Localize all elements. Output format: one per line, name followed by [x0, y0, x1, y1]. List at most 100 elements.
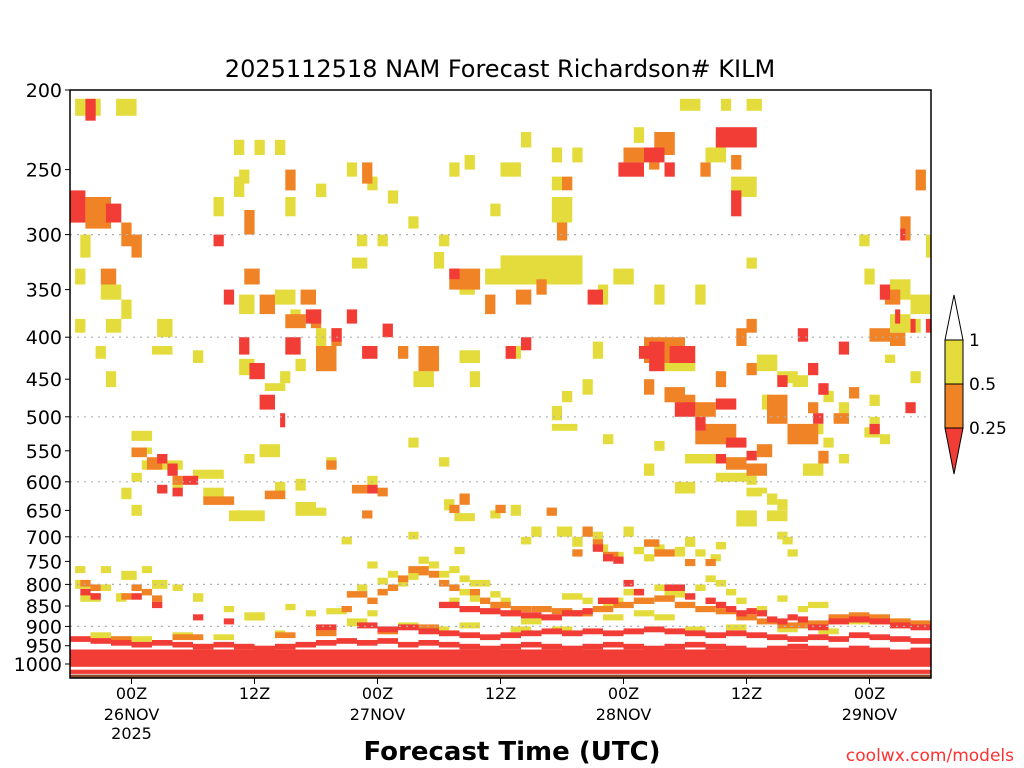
heatmap-cell-0-25-0-5 [485, 294, 496, 315]
heatmap-cell-0-25-0-5 [808, 620, 829, 627]
heatmap-cell-0-25 [480, 608, 501, 615]
heatmap-cell-0-5-1 [234, 176, 245, 197]
heatmap-cell-0-5-1 [777, 531, 788, 540]
heatmap-cell-0-25-0-5 [705, 559, 716, 567]
heatmap-cell-0-5-1 [674, 481, 696, 494]
heatmap-cell-0-5-1 [305, 610, 317, 617]
heatmap-cell-0-25 [316, 640, 337, 646]
heatmap-cell-0-5-1 [551, 176, 563, 191]
heatmap-cell-0-25-0-5 [131, 584, 142, 591]
heatmap-cell-0-25 [726, 606, 737, 613]
heatmap-cell-0-5-1 [172, 481, 183, 491]
heatmap-cell-0-5-1 [341, 536, 352, 545]
heatmap-cell-0-25 [500, 643, 521, 650]
heatmap-cell-0-25 [715, 601, 727, 609]
heatmap-cell-0-25 [280, 413, 286, 428]
heatmap-cell-0-5-1 [551, 405, 563, 421]
heatmap-cell-0-25-0-5 [131, 234, 142, 258]
heatmap-cell-0-25-0-5 [362, 510, 373, 519]
heatmap-cell-0-5-1 [254, 139, 265, 155]
heatmap-cell-0-5-1 [244, 612, 265, 621]
heatmap-cell-0-5-1 [746, 257, 757, 269]
heatmap-cell-0-5-1 [75, 268, 86, 285]
heatmap-cell-0-5-1 [603, 434, 614, 445]
heatmap-cell-0-25 [193, 614, 204, 621]
heatmap-cell-0-5-1 [387, 190, 399, 204]
heatmap-cell-0-25 [705, 597, 716, 604]
heatmap-cell-0-25 [331, 328, 342, 342]
heatmap-cell-0-25 [869, 423, 880, 435]
heatmap-cell-0-25 [70, 649, 931, 667]
heatmap-cell-0-25 [715, 454, 727, 464]
heatmap-cell-0-5-1 [439, 457, 450, 467]
heatmap-cell-0-25 [900, 228, 906, 241]
heatmap-cell-0-25-0-5 [275, 632, 296, 639]
heatmap-cell-0-25 [623, 643, 644, 650]
heatmap-cell-0-25-0-5 [736, 614, 757, 621]
heatmap-cell-0-5-1 [710, 554, 721, 562]
heatmap-cell-0-5-1 [275, 289, 296, 305]
y-tick-label-450: 450 [26, 369, 62, 391]
legend-swatch-above [944, 294, 964, 341]
heatmap-cell-0-25-0-5 [367, 597, 378, 604]
heatmap-cell-0-25 [295, 641, 316, 648]
heatmap-cell-0-25 [674, 402, 696, 417]
heatmap-cell-0-5-1 [551, 197, 573, 223]
heatmap-cell-0-5-1 [838, 454, 850, 464]
heatmap-cell-0-25 [623, 628, 644, 635]
heatmap-cell-0-25-0-5 [418, 624, 439, 631]
heatmap-cell-0-25 [715, 398, 737, 410]
heatmap-cell-0-25 [905, 402, 916, 414]
heatmap-cell-0-25 [731, 190, 742, 217]
heatmap-cell-0-25 [603, 641, 624, 648]
heatmap-cell-0-25 [582, 628, 603, 635]
heatmap-cell-0-5-1 [316, 328, 327, 346]
heatmap-cell-0-5-1 [633, 546, 645, 555]
heatmap-cell-0-25 [618, 162, 644, 177]
heatmap-cell-0-25 [787, 614, 798, 621]
heatmap-cell-0-5-1 [444, 499, 455, 511]
x-tick-date-6: 26NOV [104, 705, 160, 724]
heatmap-cell-0-5-1 [469, 579, 491, 587]
heatmap-cell-0-25-0-5 [326, 460, 337, 470]
y-tick-label-650: 650 [26, 500, 62, 522]
heatmap-cell-0-25 [669, 346, 696, 363]
heatmap-cell-0-5-1 [459, 350, 480, 363]
heatmap-cell-0-25 [587, 289, 603, 305]
x-tick-year-6: 2025 [111, 724, 152, 743]
heatmap-cell-0-25 [787, 643, 808, 650]
heatmap-cell-0-5-1 [500, 162, 521, 177]
heatmap-cell-0-25 [382, 323, 393, 338]
heatmap-cell-0-25 [285, 337, 301, 355]
heatmap-cell-0-5-1 [239, 294, 255, 315]
heatmap-cell-0-25 [756, 610, 768, 617]
y-tick-label-400: 400 [26, 327, 62, 349]
heatmap-cell-0-25-0-5 [546, 507, 557, 516]
heatmap-cell-0-25 [818, 383, 829, 395]
heatmap-cell-0-25 [890, 622, 911, 629]
heatmap-cell-0-5-1 [644, 463, 655, 476]
heatmap-cell-0-25 [797, 616, 809, 623]
heatmap-cell-0-5-1 [510, 626, 532, 633]
heatmap-cell-0-25 [357, 622, 378, 629]
credit-text: coolwx.com/models [846, 746, 1014, 766]
chart-title: 2025112518 NAM Forecast Richardson# KILM [225, 55, 775, 83]
heatmap-cell-0-25-0-5 [398, 346, 409, 359]
heatmap-cell-0-25 [705, 643, 726, 650]
heatmap-cell-0-5-1 [454, 546, 465, 555]
heatmap-cell-0-25 [808, 363, 819, 376]
heatmap-cell-0-25 [582, 643, 603, 650]
heatmap-cell-0-25-0-5 [562, 176, 573, 191]
heatmap-cell-0-5-1 [808, 601, 829, 609]
x-tick-label-66: 12Z [731, 684, 762, 703]
heatmap-cell-0-25 [869, 618, 890, 625]
x-tick-label-18: 12Z [239, 684, 270, 703]
heatmap-cell-0-5-1 [75, 318, 86, 333]
y-tick-label-600: 600 [26, 472, 62, 494]
heatmap-cell-0-25-0-5 [362, 162, 373, 184]
heatmap-cell-0-25 [172, 487, 183, 497]
heatmap-cell-0-25-0-5 [654, 595, 675, 602]
y-tick-label-200: 200 [26, 80, 62, 102]
heatmap-cell-0-5-1 [654, 584, 665, 591]
heatmap-cell-0-25 [726, 437, 747, 448]
